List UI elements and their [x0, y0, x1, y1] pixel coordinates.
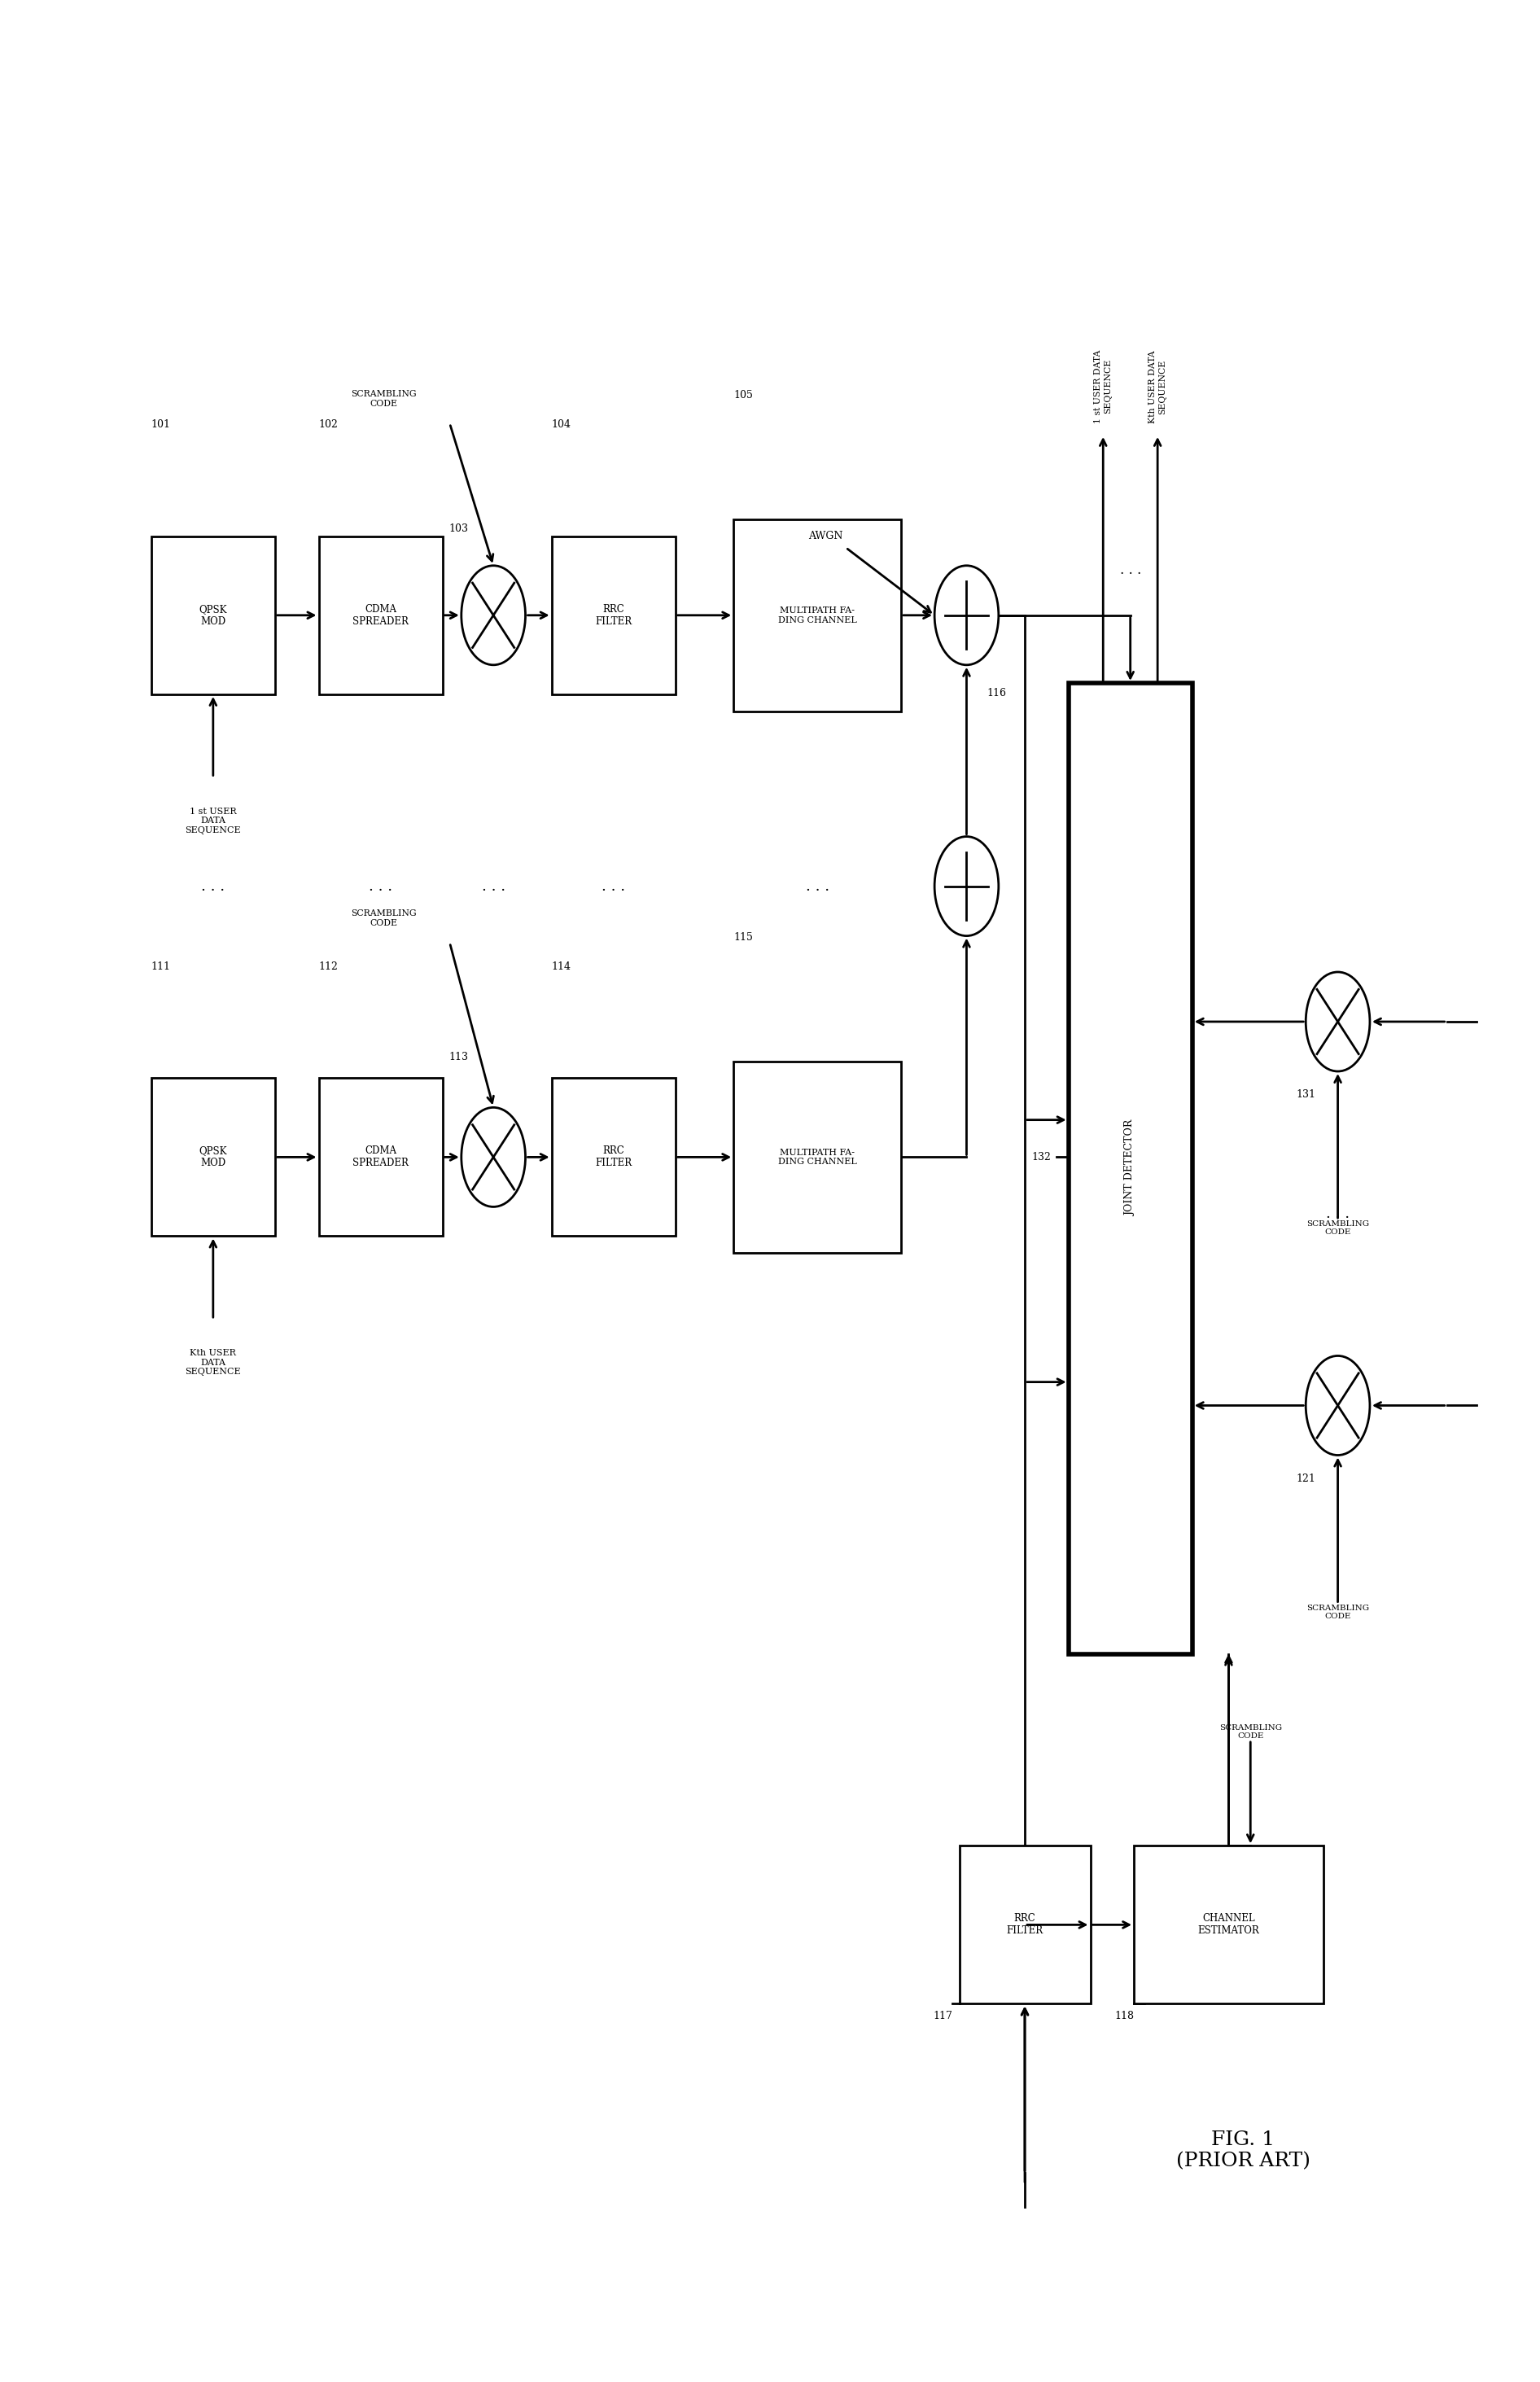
Text: MULTIPATH FA-
DING CHANNEL: MULTIPATH FA- DING CHANNEL	[778, 607, 856, 624]
FancyBboxPatch shape	[151, 1079, 276, 1236]
Text: RRC
FILTER: RRC FILTER	[594, 1146, 631, 1170]
Text: . . .: . . .	[202, 879, 225, 893]
Text: RRC
FILTER: RRC FILTER	[1007, 1913, 1043, 1937]
Text: SCRAMBLING
CODE: SCRAMBLING CODE	[351, 391, 416, 407]
Text: . . .: . . .	[482, 879, 505, 893]
FancyBboxPatch shape	[551, 1079, 676, 1236]
FancyBboxPatch shape	[733, 519, 901, 712]
Text: 105: 105	[733, 391, 753, 400]
Text: Kth USER DATA
SEQUENCE: Kth USER DATA SEQUENCE	[1149, 350, 1166, 424]
FancyBboxPatch shape	[1069, 684, 1192, 1653]
Text: 132: 132	[1032, 1153, 1050, 1162]
Text: 112: 112	[319, 962, 339, 972]
Circle shape	[935, 565, 998, 665]
Text: 121: 121	[1297, 1472, 1317, 1484]
Text: 113: 113	[450, 1053, 468, 1062]
Text: . . .: . . .	[1120, 562, 1141, 576]
Text: 118: 118	[1115, 2010, 1135, 2022]
Text: CDMA
SPREADER: CDMA SPREADER	[353, 605, 408, 626]
Circle shape	[462, 1108, 525, 1208]
Text: 102: 102	[319, 419, 339, 431]
Text: 115: 115	[733, 931, 753, 943]
Text: 114: 114	[551, 962, 571, 972]
FancyBboxPatch shape	[551, 536, 676, 693]
Text: . . .: . . .	[1326, 1205, 1349, 1222]
Text: 1 st USER DATA
SEQUENCE: 1 st USER DATA SEQUENCE	[1095, 350, 1112, 424]
Text: RRC
FILTER: RRC FILTER	[594, 605, 631, 626]
Text: SCRAMBLING
CODE: SCRAMBLING CODE	[1306, 1220, 1369, 1236]
Text: 104: 104	[551, 419, 571, 431]
Text: SCRAMBLING
CODE: SCRAMBLING CODE	[1306, 1603, 1369, 1620]
Text: CDMA
SPREADER: CDMA SPREADER	[353, 1146, 408, 1170]
FancyBboxPatch shape	[959, 1846, 1090, 2003]
Text: . . .: . . .	[368, 879, 393, 893]
Text: FIG. 1
(PRIOR ART): FIG. 1 (PRIOR ART)	[1177, 2130, 1311, 2170]
Text: 131: 131	[1297, 1089, 1317, 1100]
FancyBboxPatch shape	[733, 1060, 901, 1253]
Text: QPSK
MOD: QPSK MOD	[199, 605, 228, 626]
Circle shape	[1306, 972, 1371, 1072]
FancyBboxPatch shape	[319, 536, 442, 693]
FancyBboxPatch shape	[1133, 1846, 1323, 2003]
Text: 117: 117	[933, 2010, 953, 2022]
Text: 103: 103	[450, 524, 468, 534]
Circle shape	[935, 836, 998, 936]
Text: 111: 111	[151, 962, 171, 972]
Text: CHANNEL
ESTIMATOR: CHANNEL ESTIMATOR	[1198, 1913, 1260, 1937]
Text: Kth USER
DATA
SEQUENCE: Kth USER DATA SEQUENCE	[185, 1348, 242, 1377]
Text: AWGN: AWGN	[809, 531, 842, 541]
Text: . . .: . . .	[602, 879, 625, 893]
FancyBboxPatch shape	[151, 536, 276, 693]
Text: 1 st USER
DATA
SEQUENCE: 1 st USER DATA SEQUENCE	[185, 807, 242, 834]
Text: 116: 116	[987, 688, 1007, 698]
Circle shape	[462, 565, 525, 665]
Text: QPSK
MOD: QPSK MOD	[199, 1146, 228, 1170]
FancyBboxPatch shape	[319, 1079, 442, 1236]
Text: SCRAMBLING
CODE: SCRAMBLING CODE	[1220, 1725, 1281, 1739]
Text: SCRAMBLING
CODE: SCRAMBLING CODE	[351, 910, 416, 927]
Text: JOINT DETECTOR: JOINT DETECTOR	[1126, 1120, 1135, 1217]
Text: . . .: . . .	[805, 879, 829, 893]
Text: MULTIPATH FA-
DING CHANNEL: MULTIPATH FA- DING CHANNEL	[778, 1148, 856, 1165]
Text: 101: 101	[151, 419, 171, 431]
Circle shape	[1306, 1355, 1371, 1455]
